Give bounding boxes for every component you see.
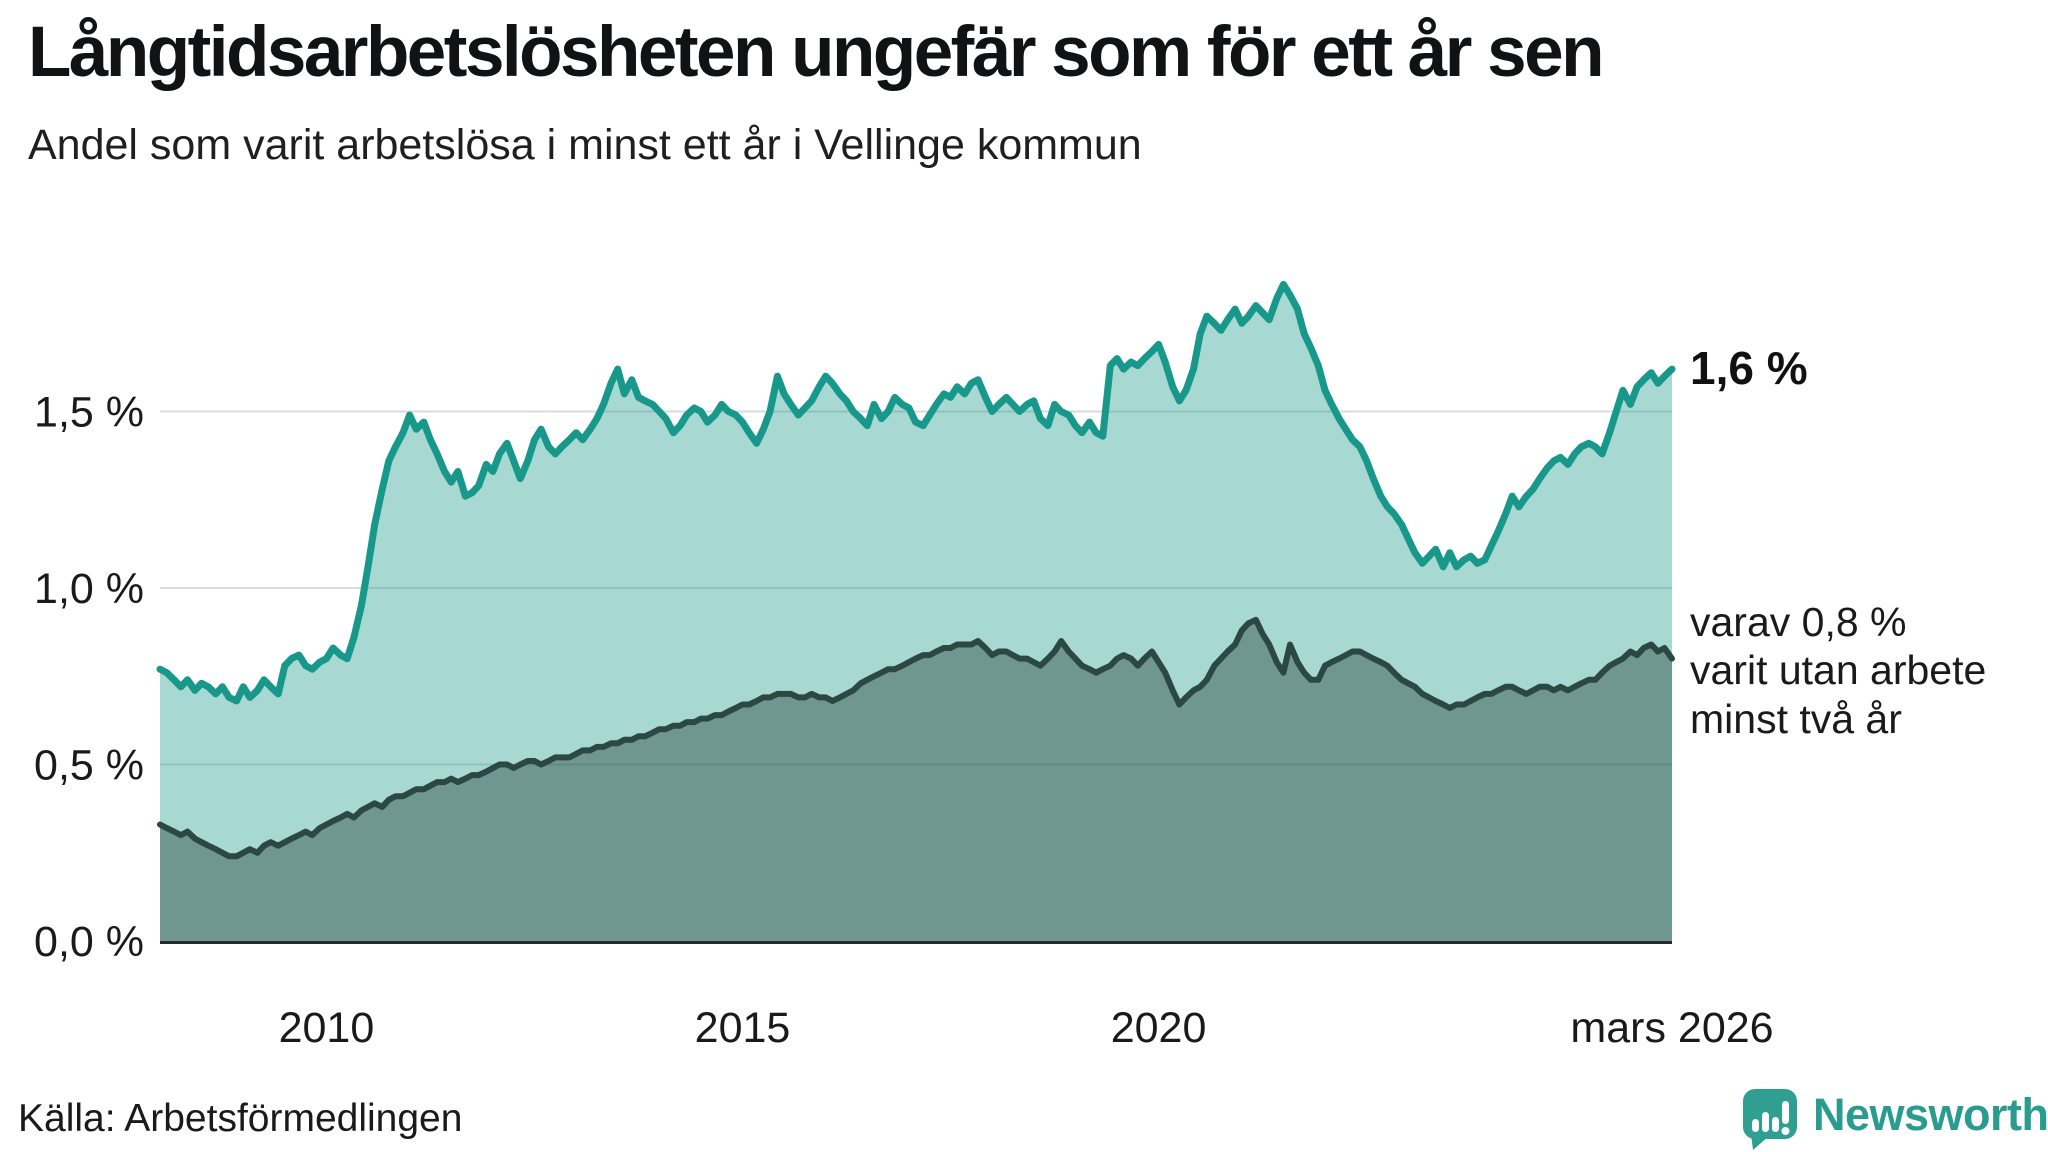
series-area-series_2yr bbox=[160, 619, 1672, 941]
newsworthy-logo-icon bbox=[1742, 1086, 1799, 1151]
y-tick-label: 0,0 % bbox=[34, 918, 144, 966]
page-subtitle: Andel som varit arbetslösa i minst ett å… bbox=[28, 121, 1142, 169]
x-tick-label: mars 2026 bbox=[1570, 1004, 1773, 1052]
source-attribution: Källa: Arbetsförmedlingen bbox=[18, 1097, 463, 1140]
series-note-line: varit utan arbete bbox=[1690, 647, 1987, 694]
y-tick-label: 1,5 % bbox=[34, 389, 144, 437]
series-note: varav 0,8 % varit utan arbete minst två … bbox=[1690, 598, 1986, 743]
series-line-series_1yr bbox=[156, 280, 1676, 705]
newsworthy-logo: Newsworthy bbox=[1742, 1086, 2048, 1151]
series-line-series_2yr bbox=[157, 616, 1675, 860]
y-tick-label: 0,5 % bbox=[34, 742, 144, 790]
x-tick-label: 2015 bbox=[695, 1004, 791, 1052]
end-value-label: 1,6 % bbox=[1690, 342, 1808, 394]
y-tick-label: 1,0 % bbox=[34, 565, 144, 613]
newsworthy-logo-text: Newsworthy bbox=[1813, 1088, 2048, 1140]
series-note-line: varav 0,8 % bbox=[1690, 599, 1907, 645]
x-tick-label: 2020 bbox=[1111, 1004, 1207, 1052]
series-area-series_1yr bbox=[160, 284, 1672, 941]
x-tick-label: 2010 bbox=[279, 1004, 375, 1052]
page-title: Långtidsarbetslösheten ungefär som för e… bbox=[28, 13, 1604, 92]
series-note-line: minst två år bbox=[1690, 695, 1902, 742]
